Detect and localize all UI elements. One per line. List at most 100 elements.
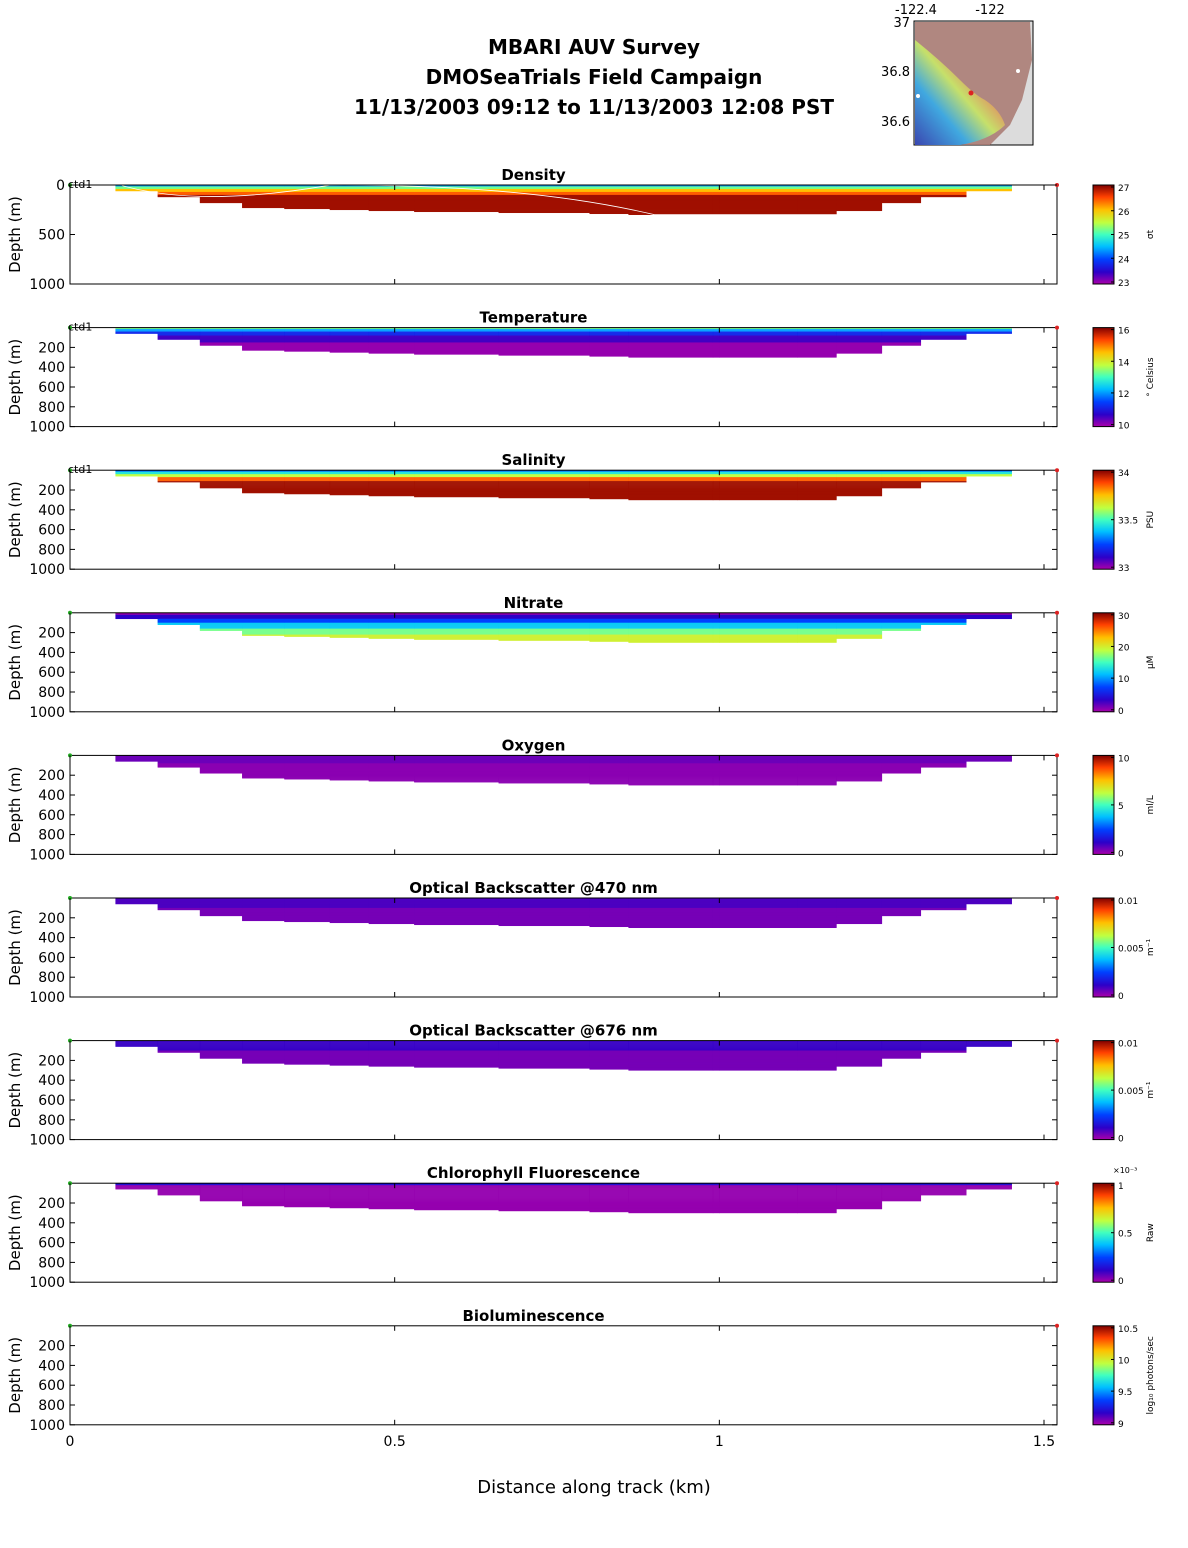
heatmap-cell (836, 903, 883, 905)
heatmap-cell (712, 485, 720, 487)
heatmap-cell (329, 906, 370, 908)
heatmap-cell (498, 340, 590, 342)
heatmap-cell (920, 905, 967, 907)
heatmap-cell (719, 771, 798, 773)
heatmap-cell (797, 213, 837, 215)
heatmap-cell (368, 769, 415, 771)
heatmap-cell (589, 335, 629, 336)
heatmap-cell (797, 195, 837, 197)
heatmap-cell (329, 344, 370, 346)
heatmap-cell (589, 339, 629, 341)
heatmap-cell (284, 628, 331, 629)
heatmap-cell (836, 349, 883, 351)
heatmap-cell (920, 331, 967, 333)
heatmap-cell (414, 478, 499, 480)
heatmap-cell (284, 488, 331, 489)
heatmap-cell (368, 350, 415, 352)
heatmap-cell (589, 490, 629, 491)
heatmap-cell (199, 342, 243, 344)
heatmap-cell (242, 336, 285, 338)
heatmap-cell (797, 903, 837, 905)
heatmap-cell (589, 206, 629, 208)
heatmap-cell (589, 768, 629, 770)
heatmap-cell (284, 484, 331, 486)
heatmap-cell (797, 338, 837, 339)
heatmap-cell (881, 767, 922, 769)
heatmap-cell (368, 904, 415, 906)
heatmap-cell (628, 912, 714, 914)
heatmap-cell (797, 212, 837, 214)
heatmap-cell (242, 617, 285, 619)
heatmap-cell (589, 196, 629, 198)
heatmap-cell (498, 471, 590, 472)
heatmap-cell (329, 196, 370, 198)
heatmap-cell (199, 763, 243, 765)
heatmap-cell (414, 914, 499, 916)
heatmap-cell (284, 778, 331, 780)
heatmap-cell (881, 334, 922, 335)
heatmap-cell (589, 633, 629, 635)
heatmap-cell (797, 614, 837, 616)
heatmap-cell (589, 635, 629, 637)
colorbar-tick-label: 25 (1118, 232, 1129, 242)
heatmap-cell (242, 912, 285, 914)
heatmap-cell (719, 345, 798, 347)
heatmap-cell (368, 900, 415, 902)
heatmap-cell (199, 332, 243, 333)
heatmap-cell (797, 202, 837, 204)
heatmap-cell (329, 482, 370, 483)
heatmap-cell (797, 199, 837, 201)
heatmap-cell (712, 782, 720, 784)
heatmap-cell (498, 336, 590, 338)
heatmap-cell (368, 338, 415, 340)
heatmap-cell (368, 914, 415, 916)
heatmap-cell (797, 622, 837, 624)
heatmap-cell (712, 475, 720, 476)
heatmap-cell (628, 196, 714, 198)
heatmap-cell (628, 922, 714, 924)
heatmap-cell (414, 617, 499, 619)
heatmap-cell (966, 617, 1012, 619)
heatmap-cell (498, 905, 590, 907)
heatmap-cell (628, 211, 714, 213)
heatmap-cell (498, 769, 590, 771)
heatmap-cell (836, 347, 883, 349)
heatmap-cell (589, 917, 629, 919)
heatmap-cell (712, 906, 720, 908)
heatmap-cell (368, 476, 415, 477)
heatmap-cell (881, 339, 922, 341)
heatmap-cell (498, 756, 590, 758)
heatmap-cell (836, 766, 883, 768)
heatmap-cell (797, 919, 837, 921)
heatmap-cell (712, 338, 720, 340)
heatmap-cell (199, 191, 243, 193)
heatmap-cell (836, 638, 883, 639)
heatmap-cell (284, 341, 331, 343)
heatmap-cell (368, 766, 415, 768)
heatmap-cell (589, 471, 629, 472)
heatmap-cell (797, 195, 837, 197)
heatmap-cell (836, 206, 883, 208)
heatmap-cell (881, 193, 922, 195)
heatmap-cell (242, 628, 285, 630)
heatmap-cell (498, 353, 590, 355)
heatmap-cell (719, 490, 798, 492)
heatmap-cell (284, 630, 331, 632)
heatmap-cell (242, 761, 285, 763)
heatmap-cell (498, 345, 590, 347)
heatmap-cell (414, 474, 499, 475)
heatmap-cell (242, 773, 285, 775)
heatmap-cell (628, 351, 714, 353)
heatmap-cell (414, 342, 499, 344)
heatmap-cell (836, 475, 883, 476)
heatmap-cell (157, 622, 201, 623)
heatmap-cell (589, 355, 629, 357)
heatmap-cell (498, 915, 590, 917)
heatmap-cell (628, 484, 714, 485)
heatmap-cell (719, 199, 798, 201)
heatmap-cell (199, 331, 243, 333)
heatmap-cell (414, 906, 499, 908)
heatmap-cell (881, 614, 922, 616)
heatmap-cell (242, 197, 285, 199)
heatmap-cell (797, 913, 837, 915)
